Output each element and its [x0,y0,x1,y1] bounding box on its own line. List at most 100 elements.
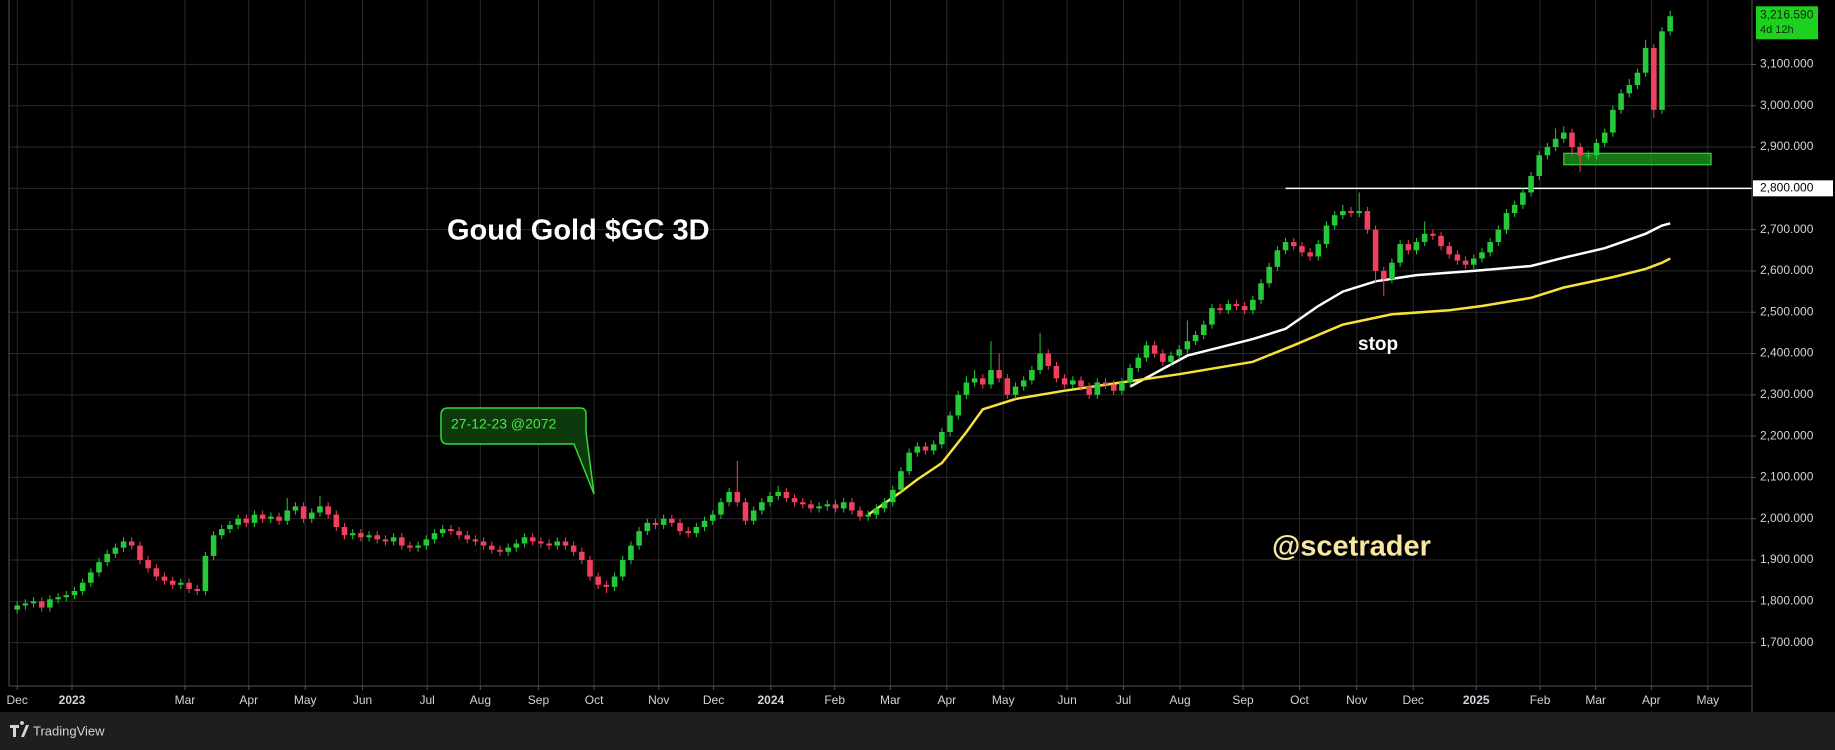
candle-body [472,539,479,542]
y-tick-label: 2,400.000 [1760,346,1814,360]
candle-body [1151,345,1158,354]
plot-area [14,10,1752,614]
candle-body [783,491,790,499]
candle-body [1593,142,1600,156]
candle-body [1561,132,1567,139]
x-tick-label: Mar [175,693,196,707]
candle-body [1421,233,1428,243]
candle-body [1389,262,1395,280]
candle-body [317,506,323,513]
candle-body [685,531,691,534]
candle-body [1536,155,1543,176]
candle-body [1331,215,1338,226]
candle-body [1642,47,1649,73]
candle-body [726,491,732,503]
candle-body [1528,175,1534,193]
y-tick-label: 2,200.000 [1760,428,1814,442]
candle-body [1241,306,1248,311]
candle-body [1601,132,1608,143]
y-tick-label: 2,600.000 [1760,263,1814,277]
candle-body [194,588,200,592]
candle-body [210,535,217,556]
candle-body [1094,382,1101,395]
candle-body [1061,378,1068,385]
candle-body [178,582,184,585]
candle-body [399,537,405,546]
candle-body [1356,211,1362,214]
candle-body [1020,380,1027,387]
candle-body [448,529,454,532]
candle-body [1479,252,1485,259]
candle-body [1307,252,1313,257]
candle-body [1487,242,1493,253]
candle-body [358,533,364,538]
candle-body [1135,357,1142,368]
y-tick-label: 2,500.000 [1760,304,1814,318]
candle-body [1470,258,1477,265]
candle-body [955,394,962,416]
candle-body [521,537,528,544]
candle-body [1552,138,1559,148]
grid [9,0,1752,686]
candle-body [325,506,331,515]
candle-body [1233,303,1240,307]
candle-body [775,491,781,497]
y-tick-label: 1,700.000 [1760,635,1814,649]
candle-body [71,591,78,596]
candle-body [513,543,520,548]
candle-body [816,506,822,509]
x-tick-label: Nov [648,693,669,707]
candle-body [1430,233,1436,236]
candle-body [660,518,667,525]
y-tick-label: 1,800.000 [1760,594,1814,608]
watermark: @scetrader [1272,531,1431,563]
x-tick-label: Feb [824,693,845,707]
candle-body [1004,378,1011,395]
candle-body [22,603,29,606]
x-tick-label: Dec [7,693,28,707]
candle-body [186,582,192,589]
candle-body [1160,353,1166,362]
candle-body [677,522,683,532]
candle-body [1045,353,1052,366]
candle-body [1446,246,1453,255]
candle-body [243,518,250,523]
candle-body [587,560,593,577]
callout-box [440,407,595,495]
candle-body [849,502,855,511]
candle-body [1520,192,1526,205]
candle-body [1454,254,1461,261]
candle-body [1282,242,1289,251]
y-tick-label: 3,100.000 [1760,57,1814,71]
x-tick-label: May [992,693,1015,707]
x-tick-label: Dec [1403,693,1424,707]
candle-body [1348,211,1354,214]
candle-body [161,576,168,581]
candle-body [1127,367,1133,383]
candle-body [439,529,446,534]
moving-average [1129,222,1671,388]
candle-body [971,378,978,383]
candle-body [1225,303,1232,311]
candle-body [1438,235,1444,247]
x-tick-label: Jun [1057,693,1076,707]
candle-body [759,502,765,511]
stop-annotation: stop [1358,334,1398,355]
candle-body [734,491,741,503]
candle-body [259,514,266,519]
candle-body [791,498,798,503]
candle-body [505,547,511,552]
candle-body [423,539,430,546]
candle-body [873,508,880,515]
x-tick-label: Jun [353,693,372,707]
x-tick-label: Aug [1169,693,1190,707]
candle-body [1119,382,1125,391]
candle-body [1315,244,1322,257]
candle-body [922,446,929,451]
candle-body [415,545,421,548]
candle-body [808,504,814,509]
candle-body [153,568,160,577]
candle-body [137,545,143,561]
y-tick-label: 1,900.000 [1760,552,1814,566]
